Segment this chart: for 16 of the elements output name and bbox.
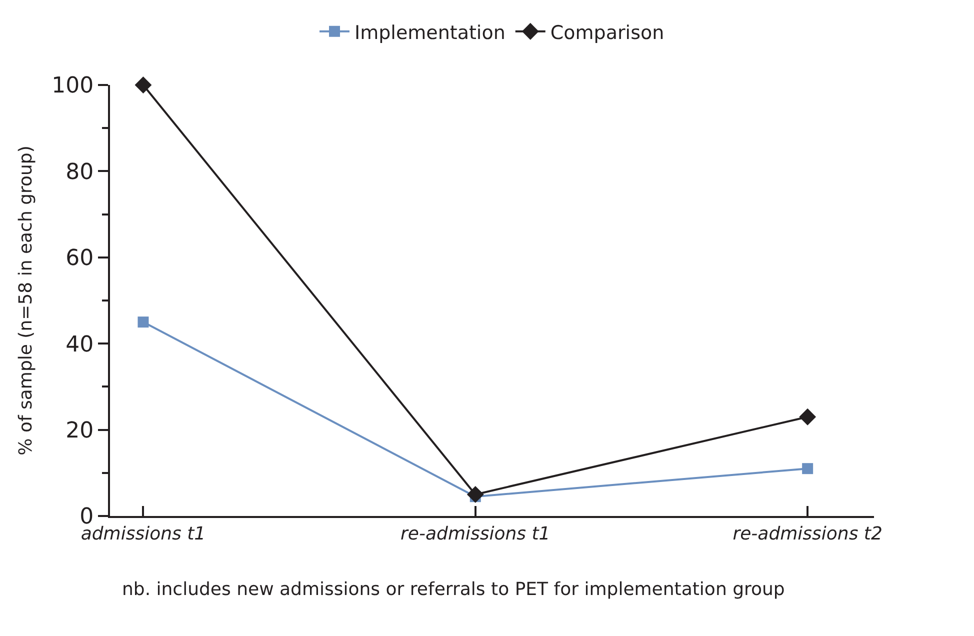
legend-label: Comparison: [550, 22, 664, 44]
x-tick-label: re-admissions t2: [732, 524, 882, 545]
y-tick-label: 80: [66, 160, 94, 185]
point: [134, 76, 152, 94]
legend-label: Implementation: [354, 22, 506, 44]
point: [466, 486, 484, 503]
x-tick-label: re-admissions t1: [400, 524, 550, 545]
text: nb. includes new admissions or referrals to PET for implementation group: [122, 579, 785, 600]
point: [799, 408, 816, 426]
y-tick-label: 60: [66, 246, 94, 272]
y-tick-label: 20: [66, 418, 94, 444]
y-tick-label: 100: [52, 74, 94, 99]
y-tick-label: 40: [66, 332, 94, 358]
point: [138, 316, 149, 328]
y-axis-title: % of sample (n=58 in each group): [15, 146, 36, 456]
point: [802, 463, 814, 474]
